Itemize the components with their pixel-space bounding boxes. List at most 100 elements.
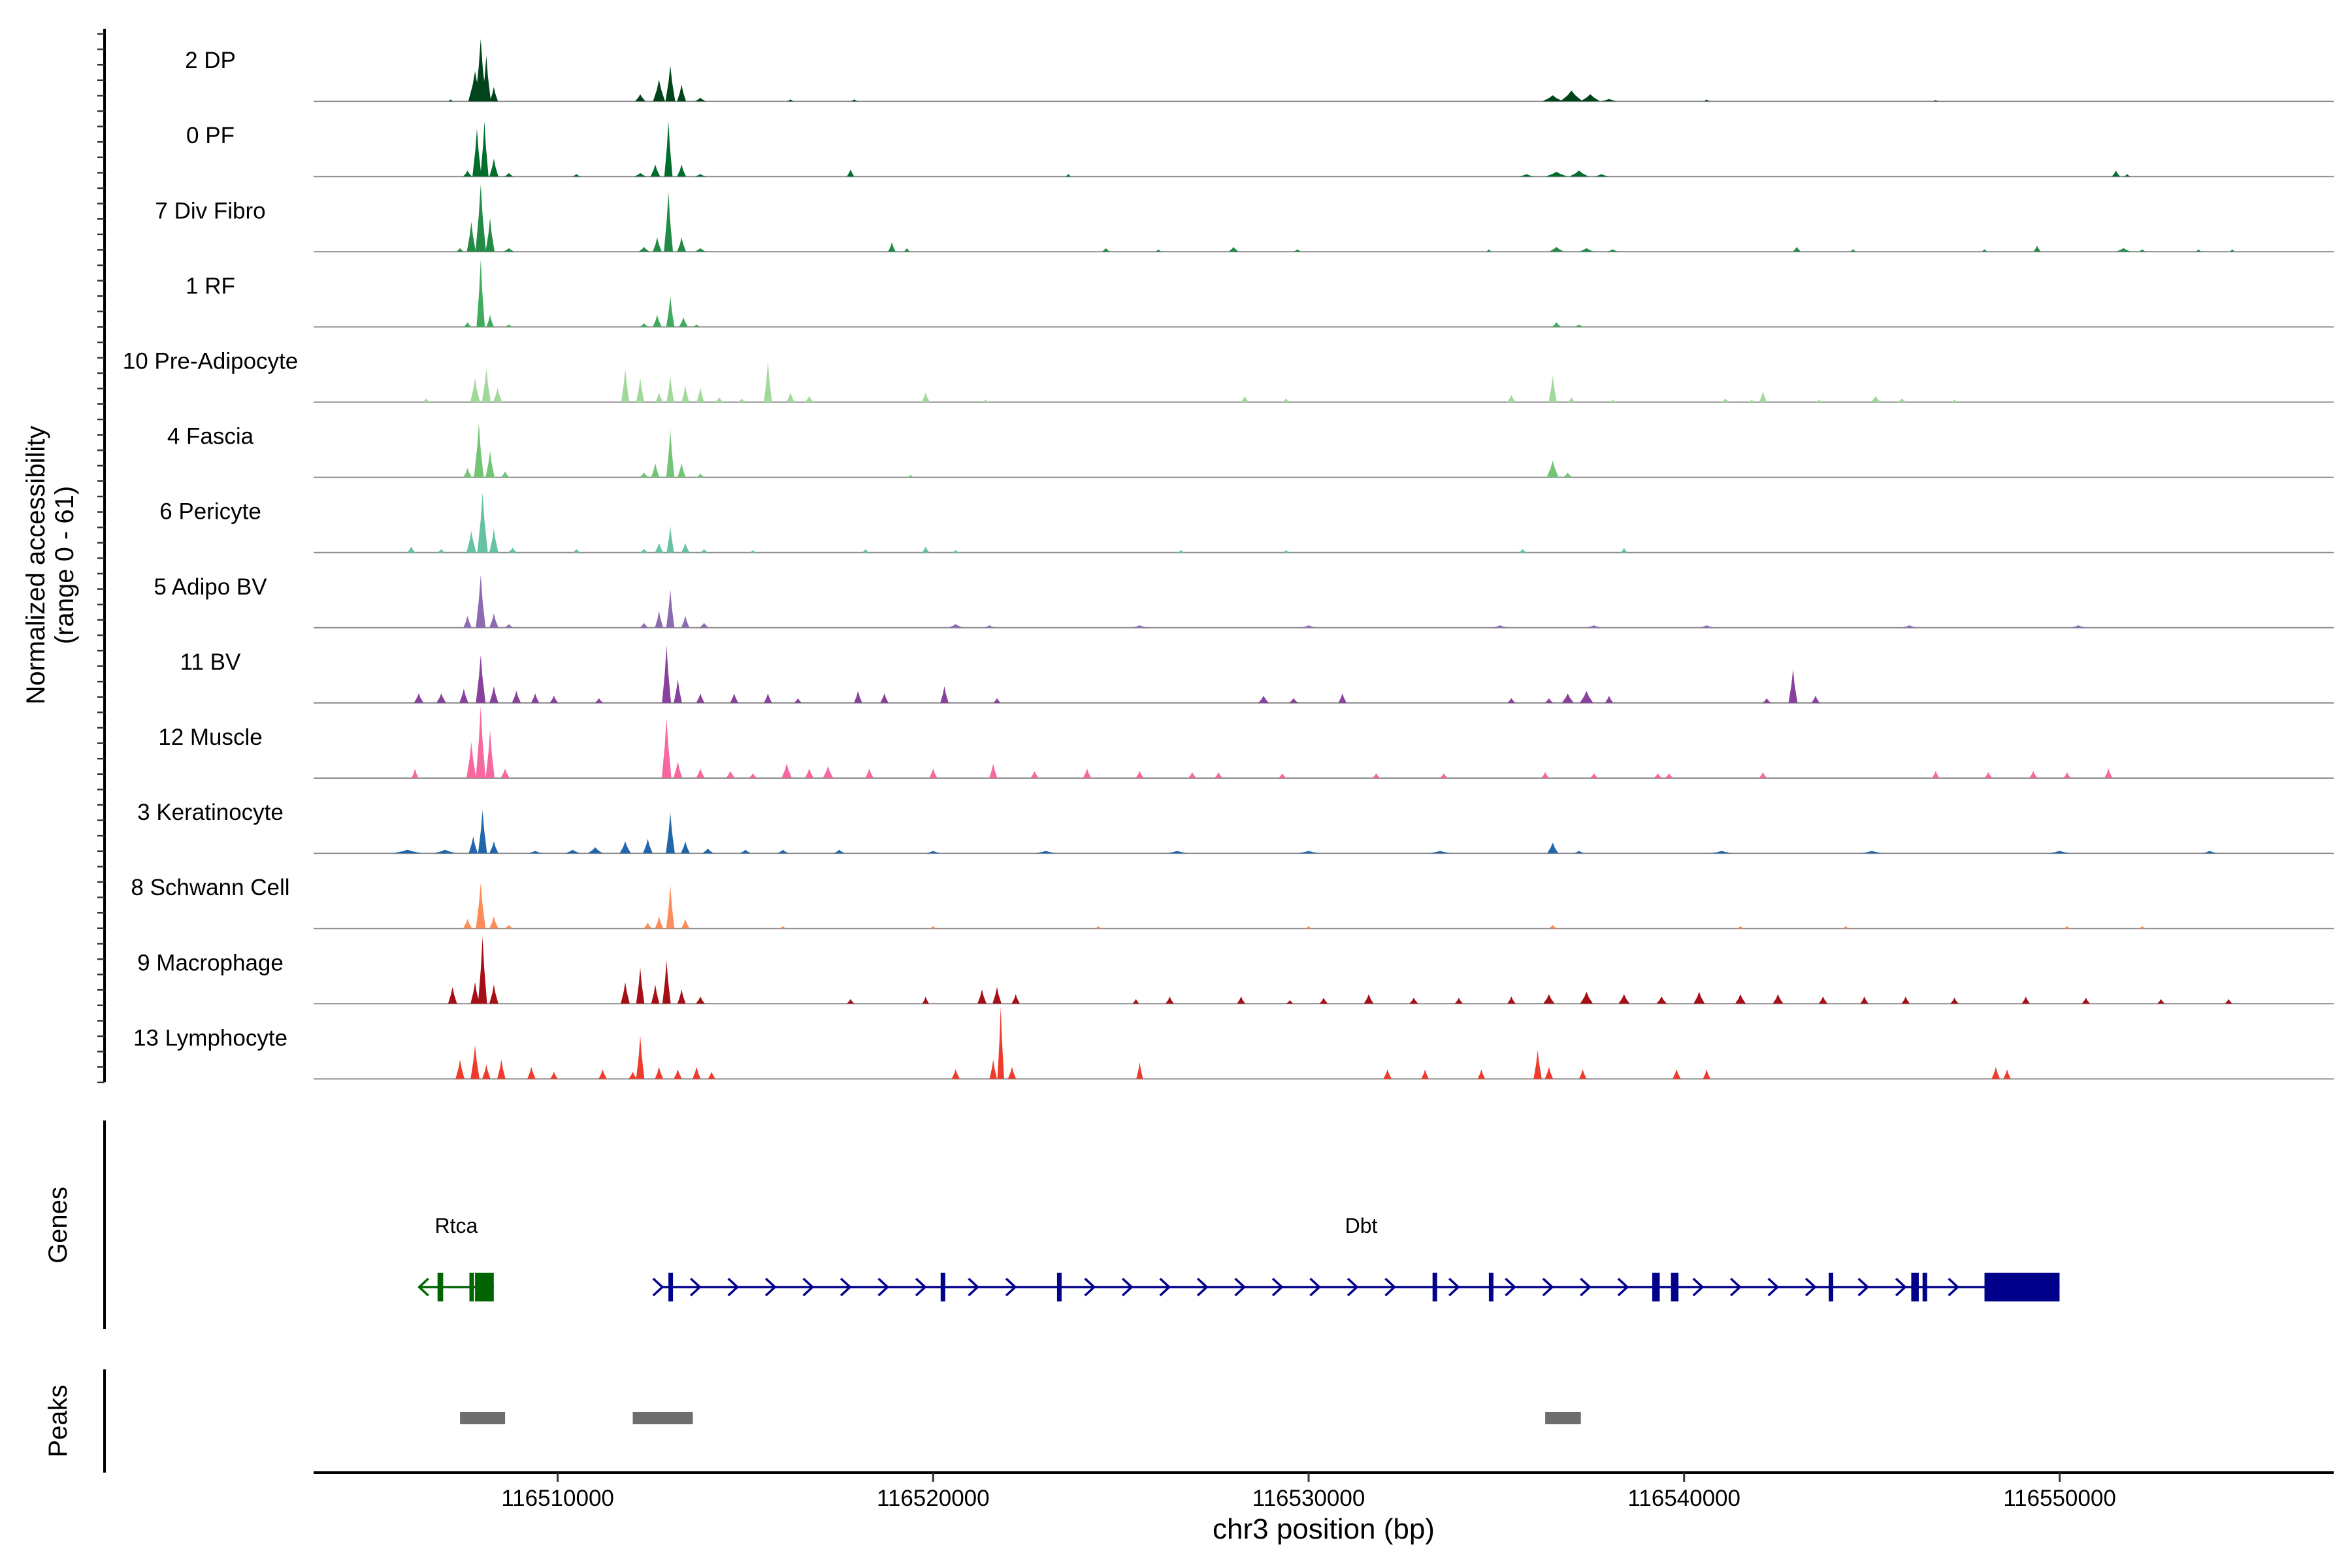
strand-arrow <box>1384 1277 1397 1297</box>
coverage-peak <box>1409 998 1418 1004</box>
x-tick-label: 116510000 <box>501 1486 614 1511</box>
coverage-peak <box>1544 698 1554 703</box>
strand-arrow <box>764 1277 777 1297</box>
track-7-div-fibro: 7 Div Fibro <box>155 184 2334 253</box>
coverage-peak <box>655 1067 664 1079</box>
coverage-peak <box>673 761 683 778</box>
coverage-peak <box>472 128 482 177</box>
coverage-peak <box>1567 397 1576 402</box>
coverage-peak <box>696 693 705 703</box>
strand-arrow <box>1448 1277 1460 1297</box>
coverage-peak <box>907 474 914 478</box>
coverage-peak <box>476 706 486 778</box>
coverage-peak <box>786 392 795 402</box>
coverage-peak <box>1428 851 1452 854</box>
coverage-peak <box>997 1007 1004 1079</box>
coverage-peak <box>1034 851 1057 854</box>
coverage-peak <box>677 237 687 252</box>
x-tick-label: 116540000 <box>1627 1486 1740 1511</box>
coverage-peak <box>1772 994 1784 1004</box>
coverage-peak <box>1605 695 1614 703</box>
track-label: 8 Schwann Cell <box>131 875 289 900</box>
coverage-peak <box>1286 1000 1294 1004</box>
coverage-peak <box>470 378 480 402</box>
coverage-peak <box>696 387 704 402</box>
coverage-peak <box>1590 773 1599 778</box>
coverage-peak <box>1560 90 1583 102</box>
coverage-peak <box>1811 695 1820 703</box>
coverage-peak <box>655 392 663 402</box>
coverage-peak <box>503 248 515 252</box>
coverage-peak <box>930 926 937 929</box>
gene-exon <box>1922 1273 1927 1301</box>
coverage-peak <box>475 39 487 102</box>
coverage-peak <box>392 849 423 854</box>
coverage-peak <box>463 467 472 478</box>
coverage-peak <box>702 848 714 854</box>
track-9-macrophage: 9 Macrophage <box>137 936 2334 1005</box>
strand-arrow <box>1159 1277 1171 1297</box>
coverage-peak <box>1561 693 1574 703</box>
coverage-peak <box>2104 768 2113 778</box>
coverage-peak <box>1383 1069 1392 1079</box>
coverage-peak <box>664 121 673 177</box>
coverage-peak <box>664 191 673 252</box>
strand-arrow <box>1729 1277 1742 1297</box>
coverage-peak <box>629 1071 637 1079</box>
coverage-peak <box>1901 996 1910 1004</box>
coverage-peak <box>1762 698 1771 703</box>
coverage-peak <box>549 695 559 703</box>
coverage-peak <box>1703 1069 1710 1079</box>
coverage-peak <box>847 999 855 1004</box>
coverage-peak <box>1573 851 1585 854</box>
coverage-peak <box>655 611 664 628</box>
coverage-peak <box>1007 1067 1017 1079</box>
coverage-peak <box>508 547 517 553</box>
coverage-peak <box>1748 399 1756 402</box>
coverage-peak <box>1792 247 1801 252</box>
coverage-peak <box>1703 99 1710 102</box>
coverage-peak <box>2229 249 2236 252</box>
coverage-peak <box>804 768 814 778</box>
coverage-peak <box>643 839 653 854</box>
coverage-peak <box>639 323 649 327</box>
y-axis-label-line1: Normalized accessibility <box>22 426 50 705</box>
gene-name-label: Rtca <box>435 1214 478 1237</box>
coverage-peak <box>653 315 662 327</box>
coverage-peak <box>674 1069 682 1079</box>
strand-arrow <box>1580 1277 1592 1297</box>
coverage-peak <box>880 693 889 703</box>
coverage-peak <box>677 84 687 102</box>
coverage-peak <box>781 764 792 778</box>
track-6-pericyte: 6 Pericyte <box>159 492 2334 553</box>
coverage-peak <box>1439 773 1448 778</box>
coverage-peak <box>1545 171 1568 177</box>
coverage-peak <box>1102 248 1110 252</box>
coverage-peak <box>929 768 938 778</box>
genes-panel: Rtca Dbt <box>417 1214 2060 1301</box>
coverage-peak <box>1870 396 1881 402</box>
track-8-schwann-cell: 8 Schwann Cell <box>131 875 2334 930</box>
coverage-peak <box>572 549 581 553</box>
coverage-peak <box>666 885 675 929</box>
strand-arrow <box>1542 1277 1554 1297</box>
coverage-peak <box>456 248 464 252</box>
peak-region <box>1545 1412 1581 1424</box>
coverage-peak <box>1710 851 1733 854</box>
strand-arrow <box>1234 1277 1247 1297</box>
coverage-peak <box>619 841 631 854</box>
strand-arrow <box>1505 1277 1516 1297</box>
coverage-peak <box>1083 768 1092 778</box>
strand-arrow <box>1196 1277 1209 1297</box>
coverage-peak <box>636 1036 645 1079</box>
coverage-peak <box>512 691 521 703</box>
coverage-peak <box>639 472 649 478</box>
coverage-peak <box>463 919 472 929</box>
coverage-peak <box>982 399 989 402</box>
coverage-peak <box>2202 851 2217 854</box>
coverage-peak <box>1301 625 1316 628</box>
coverage-peak <box>504 924 514 929</box>
coverage-peak <box>640 549 649 553</box>
coverage-peak <box>708 1071 715 1079</box>
